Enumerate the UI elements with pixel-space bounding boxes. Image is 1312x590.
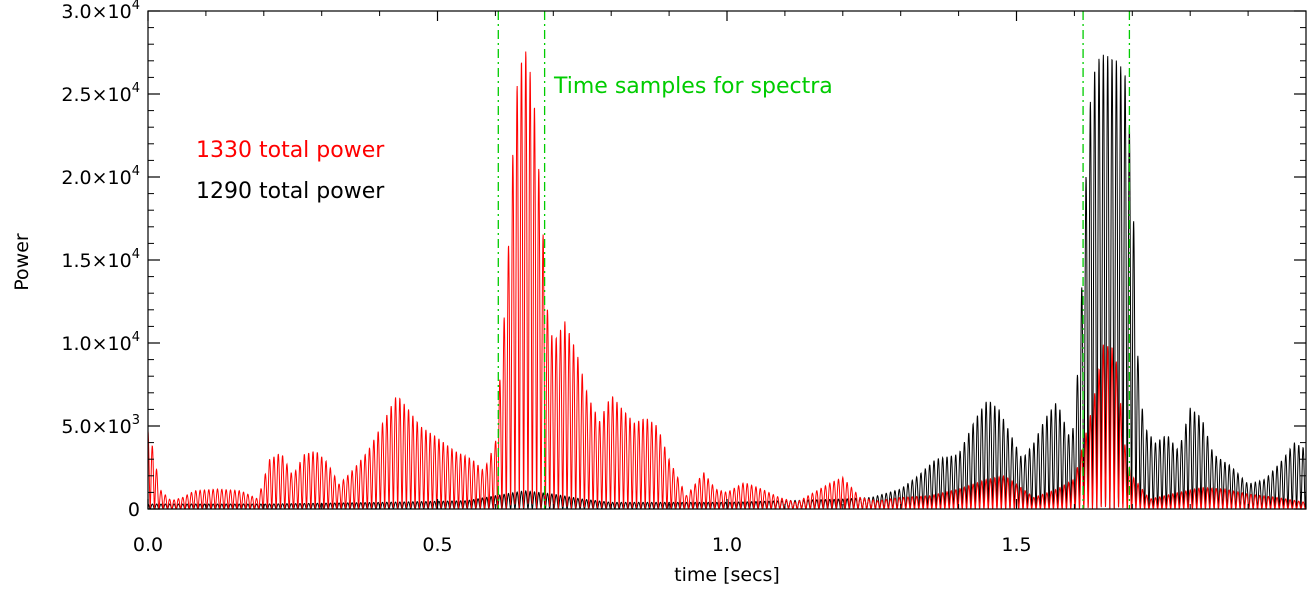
x-tick-label: 1.5 <box>1001 534 1031 556</box>
annotation-time-samples: Time samples for spectra <box>553 74 833 99</box>
series-layer <box>148 51 1306 509</box>
y-tick-label: 1.5×104 <box>61 247 140 272</box>
x-tick-layer: 0.0 0.5 1.0 1.5 <box>133 11 1249 556</box>
y-tick-layer: 0 5.0×103 1.0×104 1.5×104 2.0×104 2.5×104 3.0×… <box>61 0 1306 521</box>
y-tick-label: 1.0×104 <box>61 330 140 355</box>
legend-entry-1330: 1330 total power <box>196 138 385 163</box>
x-axis-title: time [secs] <box>674 564 780 586</box>
sample-marker-layer <box>497 11 1131 509</box>
y-tick-label: 0 <box>128 499 140 521</box>
legend-entry-1290: 1290 total power <box>196 179 385 204</box>
x-tick-label: 1.0 <box>712 534 742 556</box>
y-axis-title: Power <box>11 233 33 291</box>
y-tick-label: 2.5×104 <box>61 81 140 106</box>
y-tick-label: 2.0×104 <box>61 164 140 189</box>
x-tick-label: 0.0 <box>133 534 163 556</box>
y-tick-label: 5.0×103 <box>61 413 140 438</box>
y-tick-label: 3.0×104 <box>61 0 140 23</box>
x-tick-label: 0.5 <box>422 534 452 556</box>
series-line-1290 <box>148 54 1306 509</box>
